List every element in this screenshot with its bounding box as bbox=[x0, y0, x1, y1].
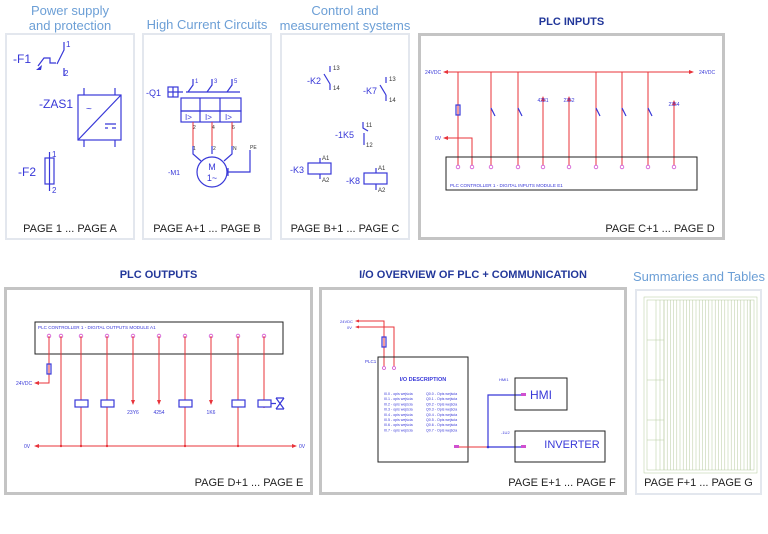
page-range-label: PAGE 1 ... PAGE A bbox=[23, 223, 117, 235]
title-line: Power supply bbox=[30, 3, 110, 18]
panel-plc-outputs[interactable] bbox=[4, 287, 313, 495]
title-line: and protection bbox=[28, 18, 112, 33]
page-range-label: PAGE A+1 ... PAGE B bbox=[153, 223, 261, 235]
section-title-plc-outputs: PLC OUTPUTS bbox=[119, 269, 198, 281]
panel-high-current[interactable] bbox=[142, 33, 272, 240]
page-range-label: PAGE F+1 ... PAGE G bbox=[644, 477, 753, 489]
section-title-power-supply: Power supply and protection bbox=[5, 3, 135, 33]
panel-power-supply[interactable] bbox=[5, 33, 135, 240]
section-title-summaries: Summaries and Tables bbox=[633, 269, 765, 284]
title-line: Control and bbox=[311, 3, 379, 18]
panel-summaries[interactable] bbox=[635, 289, 762, 495]
section-title-control: Control and measurement systems bbox=[275, 3, 415, 33]
page-range-label: PAGE E+1 ... PAGE F bbox=[508, 477, 616, 489]
page-range-label: PAGE D+1 ... PAGE E bbox=[194, 477, 304, 489]
section-title-plc-inputs: PLC INPUTS bbox=[538, 16, 605, 28]
panel-control[interactable] bbox=[280, 33, 410, 240]
title-line: measurement systems bbox=[279, 18, 411, 33]
section-title-io-overview: I/O OVERVIEW OF PLC + COMMUNICATION bbox=[359, 269, 587, 281]
panel-io-overview[interactable] bbox=[319, 287, 627, 495]
panel-plc-inputs[interactable] bbox=[418, 33, 725, 240]
section-title-high-current: High Current Circuits bbox=[146, 17, 268, 32]
page-range-label: PAGE C+1 ... PAGE D bbox=[605, 223, 715, 235]
page-range-label: PAGE B+1 ... PAGE C bbox=[290, 223, 400, 235]
